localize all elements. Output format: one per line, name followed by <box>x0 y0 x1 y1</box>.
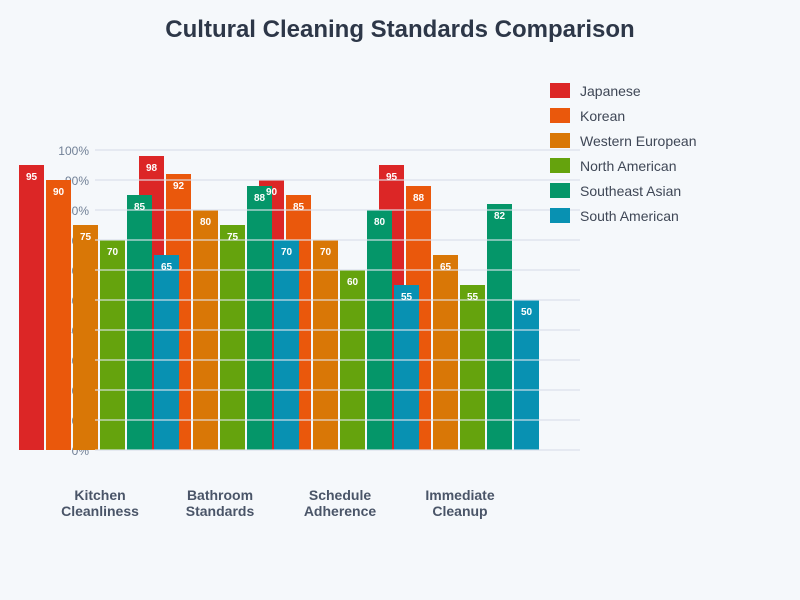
bar-value-label: 70 <box>107 247 119 258</box>
category-label: Bathroom Standards <box>185 487 255 519</box>
bar <box>127 195 152 450</box>
bar <box>313 240 338 450</box>
legend-swatch <box>550 83 570 98</box>
bar-value-label: 55 <box>467 292 479 303</box>
legend-swatch <box>550 133 570 148</box>
legend-label: Japanese <box>580 82 641 99</box>
bar-value-label: 90 <box>53 187 65 198</box>
category-label: Kitchen Cleanliness <box>61 487 139 519</box>
bar <box>460 285 485 450</box>
bar-value-label: 82 <box>494 211 506 222</box>
bar-value-label: 55 <box>401 292 413 303</box>
legend-label: Korean <box>580 107 626 124</box>
legend: Japanese Korean Western European North Amer… <box>550 78 696 228</box>
chart-title: Cultural Cleaning Standards Comparison <box>165 16 635 43</box>
legend-label: North American <box>580 157 677 174</box>
bar <box>394 285 419 450</box>
legend-item[interactable]: Southeast Asian <box>550 178 696 203</box>
bar <box>247 186 272 450</box>
bar <box>433 255 458 450</box>
y-tick-label: 100% <box>58 144 89 158</box>
bar-value-label: 70 <box>281 247 293 258</box>
gridlines-overlay <box>95 149 580 451</box>
bar-value-label: 65 <box>440 262 452 273</box>
bar-value-label: 88 <box>254 193 266 204</box>
category-label: Immediate Cleanup <box>425 487 495 519</box>
bar-value-label: 88 <box>413 193 425 204</box>
legend-label: Southeast Asian <box>580 182 682 199</box>
bar-value-label: 80 <box>374 217 386 228</box>
legend-item[interactable]: Japanese <box>550 78 696 103</box>
bar-value-label: 80 <box>200 217 212 228</box>
legend-swatch <box>550 108 570 123</box>
bar-value-labels: 95 98 90 95 90 92 85 88 75 80 70 65 70 75 60 55 85 88 80 82… <box>26 163 533 318</box>
bar-value-label: 75 <box>80 232 92 243</box>
legend-item[interactable]: Korean <box>550 103 696 128</box>
bar <box>514 300 539 450</box>
bar <box>100 240 125 450</box>
y-tick-label: 90% <box>65 174 89 188</box>
bar <box>220 225 245 450</box>
legend-label: Western European <box>580 132 697 149</box>
legend-swatch <box>550 183 570 198</box>
bar-value-label: 85 <box>293 202 305 213</box>
bar-value-label: 65 <box>161 262 173 273</box>
bar <box>19 165 44 450</box>
bar <box>487 204 512 450</box>
bar-value-label: 50 <box>521 307 533 318</box>
bar-value-label: 92 <box>173 181 185 192</box>
legend-swatch <box>550 208 570 223</box>
legend-item[interactable]: North American <box>550 153 696 178</box>
bar-value-label: 85 <box>134 202 146 213</box>
bar-value-label: 75 <box>227 232 239 243</box>
legend-label: South American <box>580 207 679 224</box>
bar-value-label: 90 <box>266 187 278 198</box>
bar-value-label: 60 <box>347 277 359 288</box>
bar <box>154 255 179 450</box>
legend-item[interactable]: South American <box>550 203 696 228</box>
bar-value-label: 95 <box>386 172 398 183</box>
bar-value-label: 70 <box>320 247 332 258</box>
legend-swatch <box>550 158 570 173</box>
bar <box>73 225 98 450</box>
bars <box>19 156 539 450</box>
y-tick-label: 80% <box>65 204 89 218</box>
bar-value-label: 95 <box>26 172 38 183</box>
legend-item[interactable]: Western European <box>550 128 696 153</box>
category-label: Schedule Adherence <box>303 487 377 519</box>
bar-value-label: 98 <box>146 163 158 174</box>
bar <box>46 180 71 450</box>
bar <box>274 240 299 450</box>
